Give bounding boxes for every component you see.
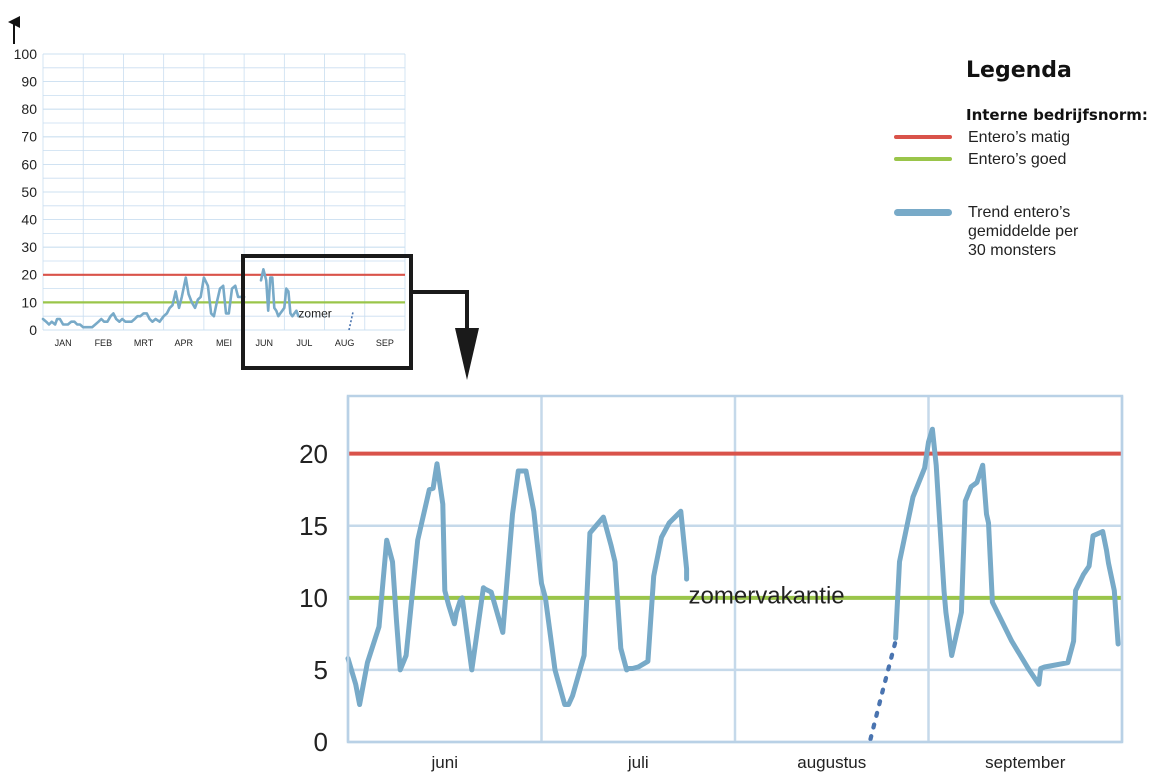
legend-label: Trend entero’s gemiddelde per 30 monster…: [968, 204, 1079, 259]
y-tick-label: 20: [299, 439, 328, 469]
legend-swatch-blue: [894, 209, 952, 216]
y-tick-label: 60: [21, 156, 37, 172]
detail-frame: [346, 394, 1124, 744]
x-category-label: JAN: [55, 338, 72, 348]
trend-line: [893, 426, 1121, 687]
legend-subtitle: Interne bedrijfsnorm:: [966, 106, 1148, 124]
trend-line: [41, 268, 300, 329]
y-tick-label: 15: [299, 511, 328, 541]
y-tick-label: 5: [314, 655, 328, 685]
connector-arrowhead: [455, 328, 479, 380]
x-category-label: AUG: [335, 338, 355, 348]
y-tick-label: 100: [14, 46, 38, 62]
legend-label: Entero’s goed: [968, 151, 1067, 168]
legend-title: Legenda: [966, 58, 1072, 83]
x-category-label: juli: [627, 753, 649, 772]
zoom-connector: [241, 254, 479, 380]
x-category-label: APR: [175, 338, 194, 348]
y-tick-label: 10: [21, 294, 37, 310]
trend-line: [345, 461, 690, 707]
connector-line: [411, 290, 469, 330]
annotation-label: zomervakantie: [689, 583, 845, 610]
x-category-label: augustus: [797, 753, 866, 772]
legend-swatch-red: [894, 135, 952, 139]
y-tick-label: 40: [21, 212, 37, 228]
trend-line-dotted: [868, 638, 898, 742]
x-category-label: JUL: [296, 338, 312, 348]
y-tick-label: 20: [21, 267, 37, 283]
annotation-label: zomer: [298, 307, 331, 321]
overview-chart: 0 10 20 30 40 50 60 70 80 90 100 JAN FEB MRT APR MEI JUN…: [8, 16, 406, 348]
x-category-label: MRT: [134, 338, 154, 348]
detail-chart: 0 5 10 15 20 juni juli augustus september zomerva…: [299, 394, 1124, 772]
y-tick-label: 80: [21, 101, 37, 117]
legend-swatch-green: [894, 157, 952, 161]
x-category-label: september: [985, 753, 1066, 772]
y-tick-label: 30: [21, 239, 37, 255]
zoom-box: [241, 254, 413, 370]
x-category-label: JUN: [255, 338, 273, 348]
y-tick-label: 50: [21, 184, 37, 200]
legend-label: Entero’s matig: [968, 129, 1070, 146]
y-tick-label: 90: [21, 74, 37, 90]
x-category-label: FEB: [95, 338, 113, 348]
y-tick-label: 0: [29, 322, 37, 338]
y-tick-label: 0: [314, 727, 328, 757]
trend-line-dotted: [348, 311, 354, 331]
x-category-label: SEP: [376, 338, 394, 348]
x-category-label: juni: [431, 753, 458, 772]
x-category-label: MEI: [216, 338, 232, 348]
y-tick-label: 70: [21, 129, 37, 145]
y-tick-label: 10: [299, 583, 328, 613]
